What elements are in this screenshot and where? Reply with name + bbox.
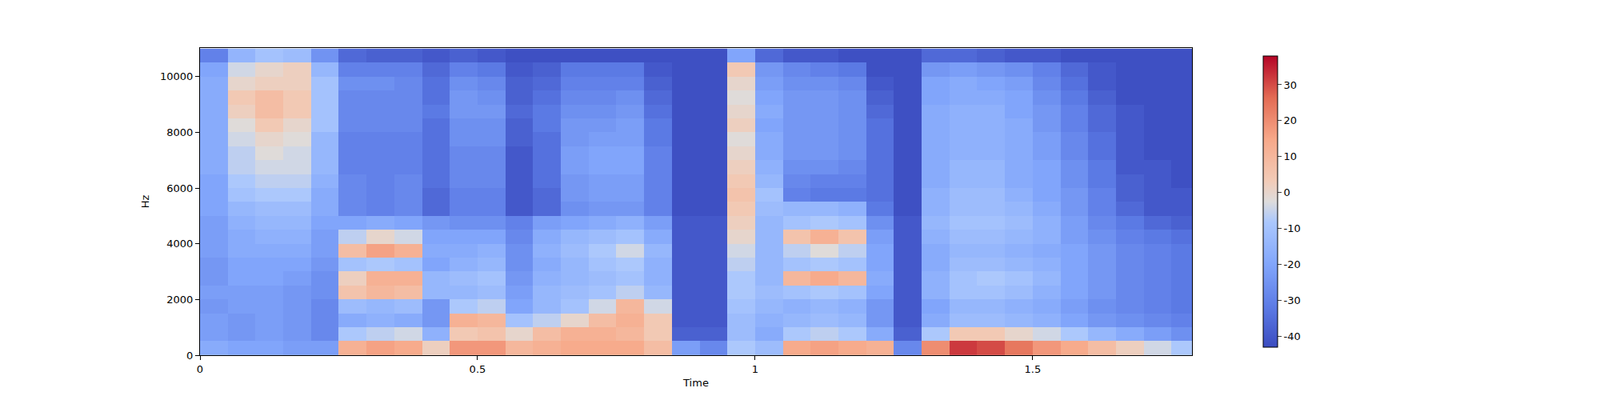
svg-text:6000: 6000: [166, 182, 193, 195]
svg-text:Time: Time: [682, 376, 709, 389]
svg-text:10000: 10000: [160, 70, 193, 83]
svg-text:-30: -30: [1284, 294, 1301, 307]
svg-text:1: 1: [752, 363, 759, 376]
svg-text:Hz: Hz: [139, 195, 152, 209]
svg-text:0: 0: [186, 349, 193, 362]
svg-text:-20: -20: [1284, 258, 1301, 271]
svg-text:8000: 8000: [166, 126, 193, 139]
svg-text:30: 30: [1284, 79, 1298, 92]
svg-text:20: 20: [1284, 114, 1298, 127]
svg-text:0.5: 0.5: [469, 363, 487, 376]
svg-text:0: 0: [196, 363, 204, 376]
svg-text:4000: 4000: [166, 237, 193, 250]
svg-text:2000: 2000: [166, 293, 193, 306]
svg-text:0: 0: [1284, 186, 1291, 199]
svg-text:1.5: 1.5: [1024, 363, 1042, 376]
svg-text:-10: -10: [1284, 222, 1301, 235]
svg-text:-40: -40: [1284, 330, 1301, 343]
svg-text:10: 10: [1284, 150, 1298, 163]
